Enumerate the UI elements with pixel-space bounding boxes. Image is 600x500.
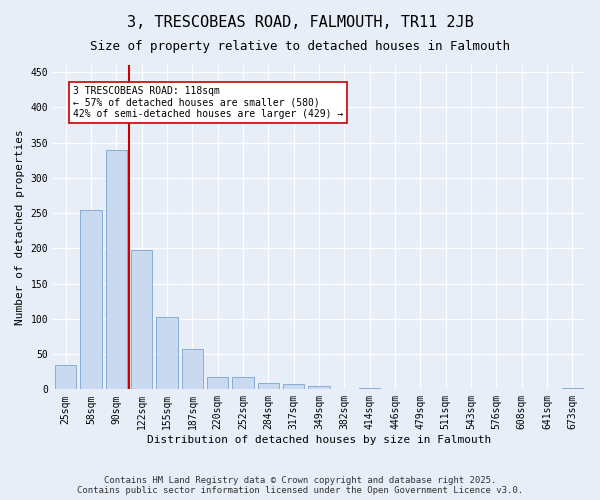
Text: 3, TRESCOBEAS ROAD, FALMOUTH, TR11 2JB: 3, TRESCOBEAS ROAD, FALMOUTH, TR11 2JB [127, 15, 473, 30]
X-axis label: Distribution of detached houses by size in Falmouth: Distribution of detached houses by size … [147, 435, 491, 445]
Bar [257, 383, 279, 390]
Bar [131, 250, 152, 390]
Bar [55, 364, 76, 390]
Text: 3 TRESCOBEAS ROAD: 118sqm
← 57% of detached houses are smaller (580)
42% of semi: 3 TRESCOBEAS ROAD: 118sqm ← 57% of detac… [73, 86, 344, 120]
Y-axis label: Number of detached properties: Number of detached properties [15, 130, 25, 325]
Bar [232, 376, 254, 390]
Bar [308, 386, 330, 390]
Bar [283, 384, 304, 390]
Bar [207, 376, 229, 390]
Text: Size of property relative to detached houses in Falmouth: Size of property relative to detached ho… [90, 40, 510, 53]
Bar [562, 388, 583, 390]
Text: Contains HM Land Registry data © Crown copyright and database right 2025.
Contai: Contains HM Land Registry data © Crown c… [77, 476, 523, 495]
Bar [156, 316, 178, 390]
Bar [182, 349, 203, 390]
Bar [359, 388, 380, 390]
Bar [106, 150, 127, 390]
Bar [80, 210, 102, 390]
